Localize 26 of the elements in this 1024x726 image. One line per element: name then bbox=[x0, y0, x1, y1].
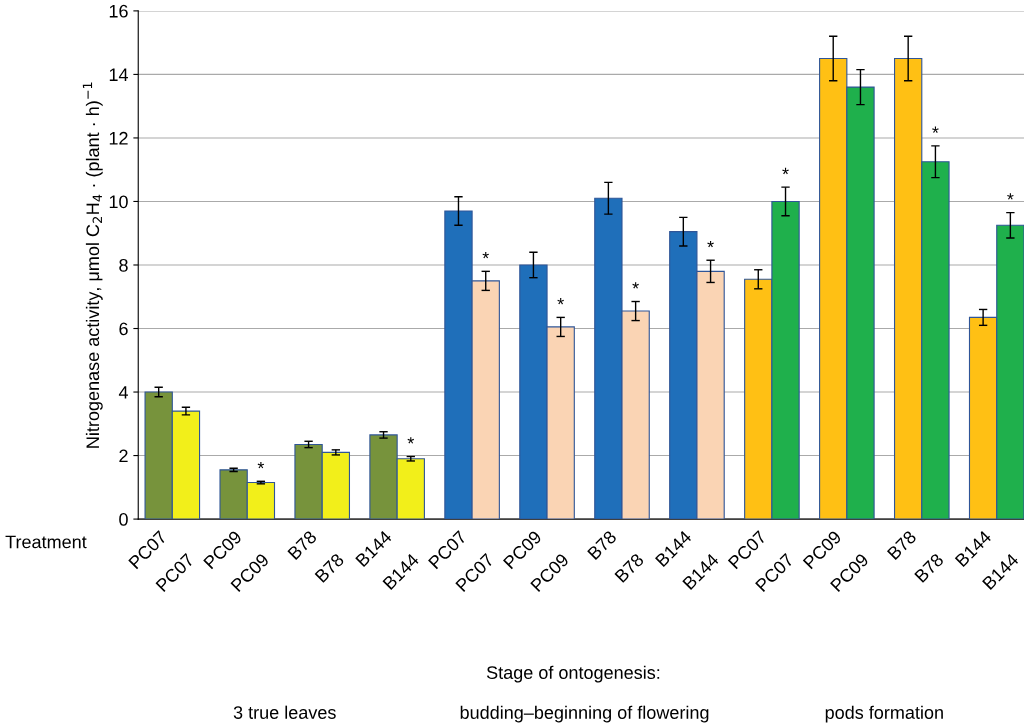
x-tick-label: B78 bbox=[914, 552, 945, 583]
y-tick-label: 8 bbox=[119, 258, 128, 272]
data-label: * bbox=[932, 126, 939, 133]
text: Treatment bbox=[5, 535, 87, 549]
data-label: * bbox=[257, 461, 265, 469]
x-tick-label: B78 bbox=[886, 529, 917, 561]
data-label: * bbox=[1007, 193, 1014, 200]
text: budding–beginning of flowering bbox=[460, 705, 709, 723]
data-label: * bbox=[707, 240, 714, 248]
y-tick-label: 4 bbox=[118, 386, 128, 399]
y-tick-label: 10 bbox=[109, 195, 128, 209]
data-label: * bbox=[482, 252, 489, 259]
text: 3 true leaves bbox=[233, 705, 336, 719]
data-label: * bbox=[632, 282, 639, 289]
y-tick-label: 0 bbox=[119, 513, 128, 526]
data-label: * bbox=[557, 298, 564, 305]
y-tick-label: 14 bbox=[109, 68, 128, 81]
text: pods formation bbox=[825, 705, 943, 723]
y-tick-label: 2 bbox=[119, 449, 128, 463]
y-axis-title: Nitrogenase activity, μmol C$_{2}$H$_{4}$ · (plant · h)$^{−1}$ bbox=[82, 82, 103, 448]
text: Stage of ontogenesis: bbox=[486, 665, 660, 683]
y-tick-label: 6 bbox=[119, 322, 128, 336]
y-tick-label: 16 bbox=[109, 4, 128, 18]
y-tick-label: 12 bbox=[109, 131, 128, 145]
data-label: * bbox=[782, 167, 789, 175]
data-label: * bbox=[407, 437, 415, 444]
